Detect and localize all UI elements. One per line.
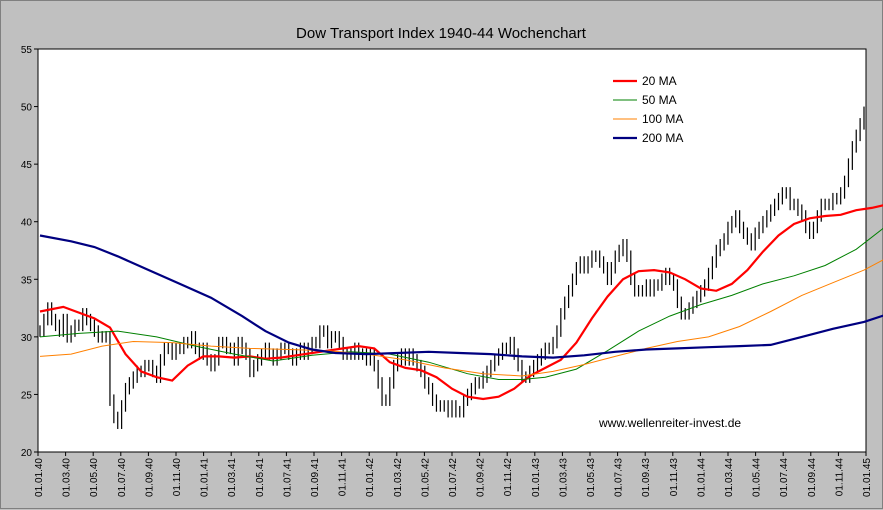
series-line-50-ma xyxy=(39,227,883,380)
x-tick-label: 01.01.40 xyxy=(34,458,45,497)
x-tick-label: 01.05.42 xyxy=(420,458,431,497)
x-tick-label: 01.05.44 xyxy=(752,458,763,497)
x-tick-label: 01.09.44 xyxy=(807,458,818,497)
x-tick-label: 01.03.41 xyxy=(227,458,238,497)
legend: 20 MA 50 MA 100 MA 200 MA xyxy=(601,69,711,153)
x-tick-label: 01.03.40 xyxy=(62,458,73,497)
series-line-20-ma xyxy=(39,204,883,401)
chart-title: Dow Transport Index 1940-44 Wochenchart xyxy=(296,25,587,42)
x-tick-label: 01.07.40 xyxy=(117,458,128,497)
legend-label: 20 MA xyxy=(642,74,677,88)
x-tick-label: 01.11.41 xyxy=(338,458,349,497)
y-tick-label: 35 xyxy=(21,275,33,286)
x-tick-label: 01.05.40 xyxy=(89,458,100,497)
y-tick-label: 25 xyxy=(21,390,33,401)
x-tick-label: 01.01.42 xyxy=(365,458,376,497)
x-tick-label: 01.01.44 xyxy=(696,458,707,497)
legend-label: 200 MA xyxy=(642,131,683,145)
x-tick-label: 01.05.41 xyxy=(255,458,266,497)
x-tick-label: 01.11.40 xyxy=(172,458,183,497)
y-axis: 20 25 30 35 40 45 50 55 xyxy=(21,45,38,459)
x-tick-label: 01.01.43 xyxy=(531,458,542,497)
x-tick-label: 01.11.43 xyxy=(669,458,680,497)
y-tick-label: 50 xyxy=(21,103,33,114)
legend-label: 50 MA xyxy=(642,93,677,107)
moving-average-lines xyxy=(39,204,883,401)
y-tick-label: 45 xyxy=(21,160,33,171)
x-tick-label: 01.11.44 xyxy=(834,458,845,497)
x-tick-label: 01.05.43 xyxy=(586,458,597,497)
x-tick-label: 01.09.43 xyxy=(641,458,652,497)
x-tick-label: 01.03.42 xyxy=(393,458,404,497)
y-tick-label: 30 xyxy=(21,333,33,344)
price-bars xyxy=(39,106,865,429)
plot-area xyxy=(37,48,867,453)
y-tick-label: 55 xyxy=(21,45,33,56)
x-tick-label: 01.03.44 xyxy=(724,458,735,497)
series-line-100-ma xyxy=(39,259,883,377)
x-tick-label: 01.09.42 xyxy=(476,458,487,497)
x-tick-label: 01.07.41 xyxy=(282,458,293,497)
x-axis: 01.01.40 01.03.40 01.05.40 01.07.40 01.09.40… xyxy=(34,452,873,497)
x-tick-label: 01.01.45 xyxy=(862,458,873,497)
x-tick-label: 01.09.41 xyxy=(310,458,321,497)
x-tick-label: 01.09.40 xyxy=(144,458,155,497)
watermark-text: www.wellenreiter-invest.de xyxy=(598,416,741,430)
y-tick-label: 40 xyxy=(21,218,33,229)
x-tick-label: 01.03.43 xyxy=(558,458,569,497)
x-tick-label: 01.01.41 xyxy=(200,458,211,497)
series-line-200-ma xyxy=(39,234,883,359)
x-tick-label: 01.07.44 xyxy=(779,458,790,497)
x-tick-label: 01.07.42 xyxy=(448,458,459,497)
x-tick-label: 01.07.43 xyxy=(614,458,625,497)
legend-label: 100 MA xyxy=(642,112,683,126)
y-tick-label: 20 xyxy=(21,448,33,459)
x-tick-label: 01.11.42 xyxy=(503,458,514,497)
